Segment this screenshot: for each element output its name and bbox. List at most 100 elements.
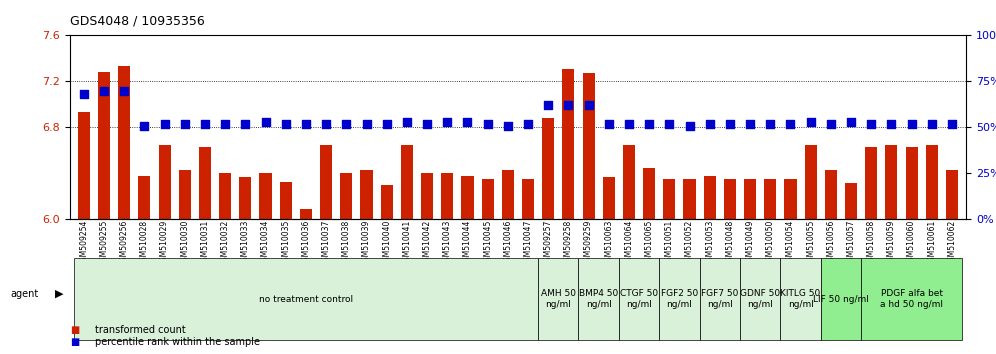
Point [783, 121, 799, 127]
Point [762, 121, 778, 127]
Bar [138, 176, 150, 219]
Text: GSM510045: GSM510045 [483, 219, 492, 266]
Point [278, 121, 294, 127]
Bar [905, 147, 917, 219]
Point [197, 121, 213, 127]
Bar [78, 113, 90, 219]
Bar [98, 72, 111, 219]
Text: GSM510053: GSM510053 [705, 219, 714, 266]
Point [681, 123, 697, 129]
FancyBboxPatch shape [74, 258, 538, 340]
Bar [683, 179, 695, 219]
Text: transformed count: transformed count [95, 325, 185, 335]
Bar [300, 209, 312, 219]
Bar [199, 147, 211, 219]
Text: GSM509254: GSM509254 [80, 219, 89, 266]
Text: GSM510061: GSM510061 [927, 219, 936, 266]
Bar [441, 173, 453, 219]
Text: GSM510034: GSM510034 [261, 219, 270, 266]
FancyBboxPatch shape [821, 258, 862, 340]
Bar [280, 182, 292, 219]
Bar [703, 176, 716, 219]
Bar [158, 145, 170, 219]
Text: KITLG 50
ng/ml: KITLG 50 ng/ml [781, 290, 821, 309]
Text: GSM510029: GSM510029 [160, 219, 169, 266]
FancyBboxPatch shape [659, 258, 699, 340]
Point [500, 123, 516, 129]
Bar [482, 179, 494, 219]
Point [258, 119, 274, 125]
Text: GSM509255: GSM509255 [100, 219, 109, 266]
Bar [542, 118, 554, 219]
Text: GSM510046: GSM510046 [503, 219, 512, 266]
Point [722, 121, 738, 127]
Bar [866, 147, 877, 219]
Text: GSM510063: GSM510063 [605, 219, 614, 266]
Text: GSM510050: GSM510050 [766, 219, 775, 266]
Text: GSM510030: GSM510030 [180, 219, 189, 266]
Text: FGF7 50
ng/ml: FGF7 50 ng/ml [701, 290, 738, 309]
Point [581, 103, 597, 108]
Bar [825, 170, 837, 219]
Bar [341, 173, 353, 219]
Bar [845, 183, 858, 219]
Point [439, 119, 455, 125]
Text: GSM510043: GSM510043 [443, 219, 452, 266]
Text: PDGF alfa bet
a hd 50 ng/ml: PDGF alfa bet a hd 50 ng/ml [880, 290, 943, 309]
Point [378, 121, 394, 127]
Point [217, 121, 233, 127]
Bar [502, 170, 514, 219]
Bar [421, 173, 433, 219]
Text: GSM510051: GSM510051 [665, 219, 674, 266]
Text: GSM510049: GSM510049 [746, 219, 755, 266]
Bar [119, 67, 130, 219]
Point [520, 121, 536, 127]
Point [883, 121, 899, 127]
Point [339, 121, 355, 127]
Bar [583, 73, 595, 219]
Bar [946, 170, 958, 219]
Bar [361, 170, 373, 219]
Text: GSM510055: GSM510055 [806, 219, 815, 266]
Text: GSM510032: GSM510032 [221, 219, 230, 266]
Text: GSM510038: GSM510038 [342, 219, 351, 266]
Text: GSM510065: GSM510065 [644, 219, 653, 266]
Bar [764, 179, 776, 219]
Point [359, 121, 374, 127]
Text: BMP4 50
ng/ml: BMP4 50 ng/ml [579, 290, 619, 309]
Point [318, 121, 334, 127]
Text: ■: ■ [70, 337, 79, 347]
Point [136, 123, 152, 129]
Point [742, 121, 758, 127]
Text: GSM510048: GSM510048 [725, 219, 734, 266]
Text: GSM510058: GSM510058 [867, 219, 875, 266]
Text: no treatment control: no treatment control [259, 295, 353, 304]
Point [944, 121, 960, 127]
Text: GSM510057: GSM510057 [847, 219, 856, 266]
Point [661, 121, 677, 127]
Point [76, 91, 92, 97]
Bar [724, 179, 736, 219]
Point [924, 121, 940, 127]
Point [621, 121, 636, 127]
Bar [643, 168, 655, 219]
Point [702, 121, 718, 127]
Point [843, 119, 859, 125]
Bar [603, 177, 615, 219]
Text: GSM510035: GSM510035 [281, 219, 290, 266]
Bar [239, 177, 251, 219]
Text: GSM510047: GSM510047 [524, 219, 533, 266]
Text: GSM509256: GSM509256 [120, 219, 128, 266]
Bar [785, 179, 797, 219]
Text: GSM510044: GSM510044 [463, 219, 472, 266]
Text: GSM510056: GSM510056 [827, 219, 836, 266]
FancyBboxPatch shape [781, 258, 821, 340]
Bar [744, 179, 756, 219]
Text: GSM510033: GSM510033 [241, 219, 250, 266]
Text: GSM510062: GSM510062 [947, 219, 956, 266]
Bar [805, 145, 817, 219]
Bar [380, 185, 392, 219]
Text: GSM509257: GSM509257 [544, 219, 553, 266]
Point [96, 88, 112, 93]
Point [803, 119, 819, 125]
